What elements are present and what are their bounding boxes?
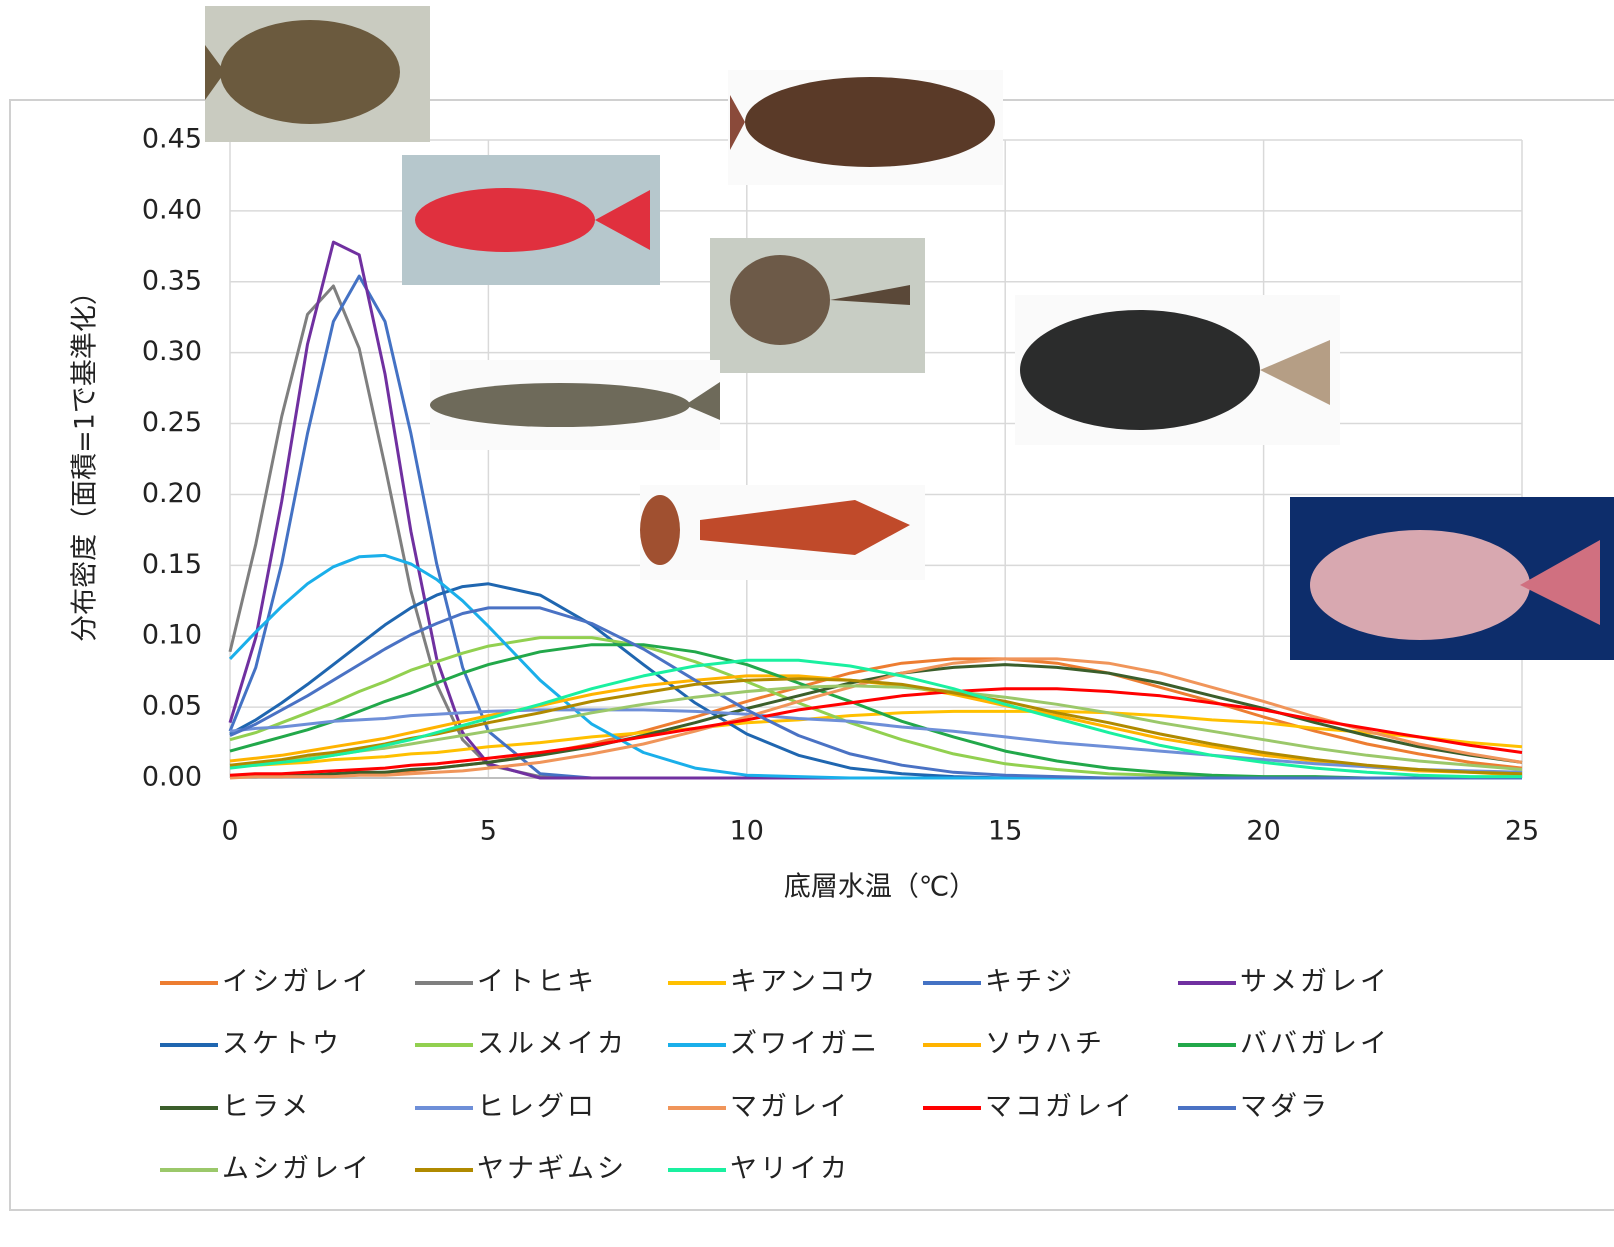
series-line <box>229 606 1522 780</box>
x-tick-label: 25 <box>1505 816 1539 847</box>
x-tick-label: 0 <box>221 816 238 847</box>
y-tick-label: 0.05 <box>142 691 202 722</box>
series-line <box>229 709 1523 769</box>
photo <box>1290 497 1614 660</box>
legend-label: キチジ <box>985 967 1075 998</box>
y-tick-label: 0.25 <box>142 407 202 438</box>
series-line <box>229 658 1522 779</box>
photo <box>710 238 925 373</box>
x-tick-label: 5 <box>480 816 497 847</box>
y-tick-label: 0.00 <box>142 762 202 793</box>
legend-label: マコガレイ <box>985 1092 1135 1123</box>
series-line <box>229 657 1523 780</box>
legend-label: ヤリイカ <box>730 1154 850 1185</box>
legend-label: ズワイガニ <box>730 1029 880 1060</box>
legend-label: サメガレイ <box>1240 967 1390 998</box>
legend-label: マダラ <box>1240 1092 1330 1123</box>
legend-label: スルメイカ <box>477 1029 627 1060</box>
x-tick-label: 10 <box>730 816 764 847</box>
y-tick-label: 0.20 <box>142 478 202 509</box>
y-tick-label: 0.15 <box>142 549 202 580</box>
legend-label: ヒレグロ <box>477 1092 597 1123</box>
photo <box>728 70 1003 185</box>
photo <box>430 360 720 450</box>
y-axis-label: 分布密度（面積=1で基準化） <box>70 278 101 642</box>
x-tick-label: 20 <box>1246 816 1280 847</box>
legend-label: イトヒキ <box>477 967 597 998</box>
legend-label: ソウハチ <box>985 1029 1105 1060</box>
photo <box>1015 295 1340 445</box>
legend-label: スケトウ <box>222 1029 342 1060</box>
y-tick-label: 0.40 <box>142 194 202 225</box>
photo <box>640 485 925 580</box>
series-line <box>229 677 1523 776</box>
x-axis-label: 底層水温（℃） <box>784 872 976 903</box>
photo <box>205 6 430 142</box>
y-tick-label: 0.30 <box>142 336 202 367</box>
photos <box>205 6 1614 660</box>
series-line <box>229 687 1523 777</box>
legend-label: キアンコウ <box>730 967 878 998</box>
x-tick-label: 15 <box>988 816 1022 847</box>
y-tick-label: 0.35 <box>142 265 202 296</box>
y-tick-label: 0.45 <box>142 124 202 155</box>
series-line <box>229 708 1523 774</box>
y-tick-label: 0.10 <box>142 620 202 651</box>
legend-label: イシガレイ <box>222 967 372 998</box>
legend-label: ヤナギムシ <box>477 1154 627 1185</box>
legend-label: マガレイ <box>730 1092 850 1123</box>
legend-label: ムシガレイ <box>222 1154 372 1185</box>
legend-label: ババガレイ <box>1240 1029 1390 1060</box>
legend-label: ヒラメ <box>222 1092 311 1123</box>
photo <box>402 155 660 285</box>
series-line <box>229 674 1523 777</box>
